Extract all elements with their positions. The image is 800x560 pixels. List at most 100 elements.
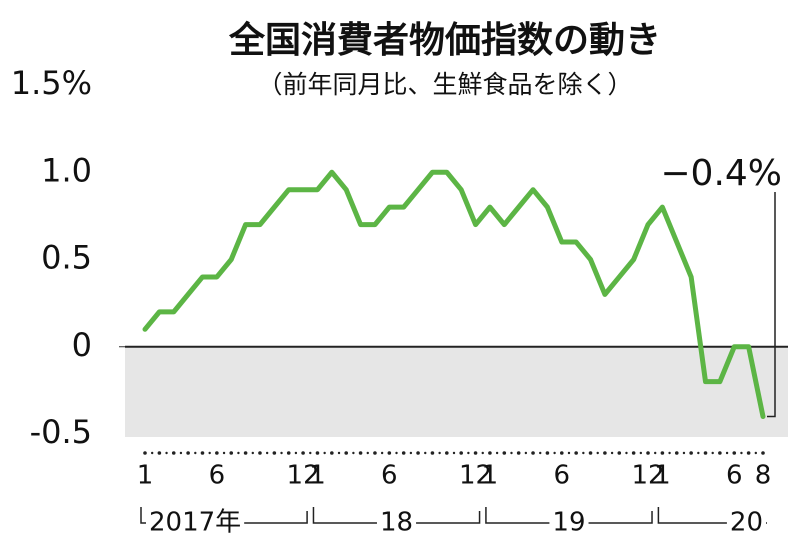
y-tick-label: -0.5 [30,413,92,451]
month-dot [373,451,377,455]
month-dot [265,451,269,455]
month-dot [746,451,751,455]
month-dot [309,451,312,455]
month-dot [337,451,341,455]
month-dot [582,451,585,455]
x-tick-label: 1 [309,461,326,491]
chart-title: 全国消費者物価指数の動き [228,19,661,61]
month-dot [258,451,262,455]
month-dot [315,451,320,455]
month-dot [625,451,628,455]
month-dot [502,451,507,455]
month-dot [740,451,743,455]
month-dot [430,451,435,455]
month-dot [424,451,427,455]
month-dot [215,451,219,455]
month-dot [280,451,283,455]
year-label-bg [376,507,417,538]
x-tick-label: 12 [287,461,320,491]
x-tick-label: 6 [726,461,743,491]
month-dot [516,451,521,455]
month-dot [481,451,484,455]
month-dot [452,451,456,455]
year-label: 2017年 [149,508,241,538]
x-tick-label: 12 [459,461,492,491]
month-dot [194,451,197,455]
month-dot [674,451,679,455]
month-dot [754,451,758,455]
month-dot [229,451,234,455]
month-dot [617,451,622,455]
month-dot [208,451,211,455]
x-tick-label: 1 [482,461,499,491]
month-dot [171,451,176,455]
month-dot [445,451,449,455]
month-dot [660,451,665,455]
month-dot [143,451,147,455]
month-dot [588,451,593,455]
month-dot [395,451,398,455]
month-dot [200,451,205,455]
month-dot [352,451,355,455]
month-dot [646,451,650,455]
month-dot [703,451,708,455]
month-dot [150,451,154,455]
month-dot [682,451,686,455]
month-dot [689,451,693,455]
month-dot [301,451,305,455]
month-dot [488,451,492,455]
annotation-leader [767,192,776,418]
month-dot [531,451,535,455]
month-dot [179,451,183,455]
month-dot [294,451,298,455]
month-dot [668,451,671,455]
month-dot [401,451,406,455]
month-dot [574,451,578,455]
month-dot [438,451,441,455]
month-dot [157,451,162,455]
month-dot [237,451,240,455]
month-dot [495,451,499,455]
month-dot [473,451,478,455]
series-line [142,169,766,420]
month-dot [603,451,607,455]
year-label: 20 [730,508,763,538]
month-dot [366,451,369,455]
x-tick-label: 6 [554,461,571,491]
month-dot [387,451,392,455]
month-dot [251,451,254,455]
y-tick-label: 1.5% [11,64,92,102]
month-dot [711,451,714,455]
month-dot [610,451,614,455]
month-dot [358,451,363,455]
x-tick-label: 6 [381,461,398,491]
month-dot [380,451,384,455]
month-dot [272,451,277,455]
month-dot [330,451,334,455]
month-dot [243,451,248,455]
month-dot [596,451,599,455]
month-dot [323,451,326,455]
month-dot [416,451,420,455]
month-dot [186,451,190,455]
x-tick-label: 1 [137,461,154,491]
chart-subtitle: （前年同月比、生鮮食品を除く） [257,70,632,99]
month-dot [510,451,513,455]
year-label-bg [726,507,766,538]
month-dot [725,451,729,455]
year-label: 18 [380,508,413,538]
month-dot [761,451,765,455]
month-dot [718,451,722,455]
month-dot [559,451,564,455]
y-tick-label: 1.0 [41,151,92,189]
month-dot [697,451,700,455]
month-dot [222,451,226,455]
month-dot [567,451,571,455]
month-dot [553,451,556,455]
year-label-bg [146,507,245,538]
y-tick-label: 0.5 [41,239,92,277]
month-dot [732,451,737,455]
month-dot [344,451,349,455]
y-tick-label: 0 [72,326,92,364]
month-dot [545,451,550,455]
